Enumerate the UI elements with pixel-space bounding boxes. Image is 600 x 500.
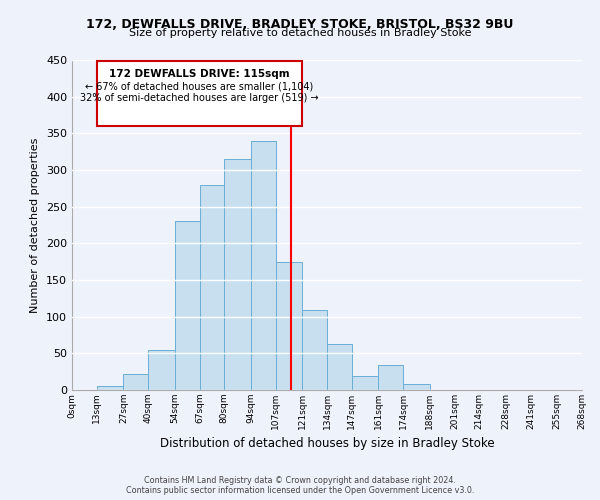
Text: Size of property relative to detached houses in Bradley Stoke: Size of property relative to detached ho…	[129, 28, 471, 38]
Text: Contains HM Land Registry data © Crown copyright and database right 2024.: Contains HM Land Registry data © Crown c…	[144, 476, 456, 485]
Y-axis label: Number of detached properties: Number of detached properties	[31, 138, 40, 312]
Bar	[251, 140, 275, 390]
Bar	[352, 376, 379, 390]
X-axis label: Distribution of detached houses by size in Bradley Stoke: Distribution of detached houses by size …	[160, 438, 494, 450]
Bar	[97, 386, 124, 390]
Bar	[379, 365, 403, 390]
FancyBboxPatch shape	[97, 62, 302, 126]
Text: Contains public sector information licensed under the Open Government Licence v3: Contains public sector information licen…	[126, 486, 474, 495]
Text: 32% of semi-detached houses are larger (519) →: 32% of semi-detached houses are larger (…	[80, 93, 319, 103]
Bar	[327, 344, 352, 390]
Text: 172, DEWFALLS DRIVE, BRADLEY STOKE, BRISTOL, BS32 9BU: 172, DEWFALLS DRIVE, BRADLEY STOKE, BRIS…	[86, 18, 514, 30]
Bar	[224, 159, 251, 390]
Bar	[175, 222, 199, 390]
Text: 172 DEWFALLS DRIVE: 115sqm: 172 DEWFALLS DRIVE: 115sqm	[109, 69, 290, 79]
Bar	[275, 262, 302, 390]
Bar	[403, 384, 430, 390]
Bar	[124, 374, 148, 390]
Bar	[302, 310, 327, 390]
Bar	[199, 184, 224, 390]
Text: ← 67% of detached houses are smaller (1,104): ← 67% of detached houses are smaller (1,…	[85, 82, 314, 92]
Bar	[148, 350, 175, 390]
